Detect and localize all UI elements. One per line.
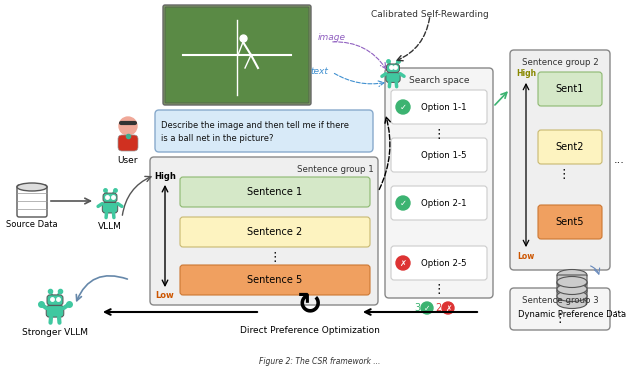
FancyBboxPatch shape [386,73,400,83]
Text: Sentence group 2: Sentence group 2 [522,58,598,67]
Text: Sent2: Sent2 [556,142,584,152]
Text: Sentence group 3: Sentence group 3 [522,296,598,305]
FancyBboxPatch shape [391,186,487,220]
FancyBboxPatch shape [155,110,373,152]
Text: Search space: Search space [409,76,469,85]
Ellipse shape [557,291,587,301]
Text: ...: ... [614,304,625,314]
Text: Sentence 5: Sentence 5 [248,275,303,285]
Text: Source Data: Source Data [6,220,58,229]
Text: ✗: ✗ [399,259,406,267]
Text: ✓: ✓ [424,304,430,312]
Ellipse shape [557,276,587,288]
Text: Sentence 1: Sentence 1 [248,187,303,197]
FancyBboxPatch shape [47,295,63,305]
Text: image: image [318,33,346,42]
Text: High: High [516,69,536,78]
FancyBboxPatch shape [180,217,370,247]
Text: Dynamic Preference Data: Dynamic Preference Data [518,310,626,319]
Text: ✓: ✓ [399,199,406,208]
Circle shape [119,117,137,135]
FancyBboxPatch shape [538,72,602,106]
Text: is a ball net in the picture?: is a ball net in the picture? [161,134,273,143]
FancyBboxPatch shape [538,130,602,164]
FancyBboxPatch shape [557,275,587,303]
FancyBboxPatch shape [180,265,370,295]
FancyBboxPatch shape [391,90,487,124]
Text: VLLM: VLLM [98,222,122,231]
Text: text: text [310,67,328,77]
FancyBboxPatch shape [17,185,47,217]
FancyBboxPatch shape [46,306,64,317]
Text: 2: 2 [436,303,442,313]
FancyBboxPatch shape [387,64,399,73]
Ellipse shape [557,294,587,305]
Text: 3: 3 [414,303,420,313]
FancyBboxPatch shape [118,135,138,151]
Text: ⋮: ⋮ [433,283,445,296]
FancyBboxPatch shape [103,193,117,202]
Circle shape [396,100,410,114]
Text: Figure 2: The CSR framework ...: Figure 2: The CSR framework ... [259,357,381,366]
Text: ...: ... [614,155,625,165]
FancyBboxPatch shape [391,138,487,172]
Text: Option 2-1: Option 2-1 [421,199,467,208]
Text: Describe the image and then tell me if there: Describe the image and then tell me if t… [161,121,349,130]
Circle shape [421,302,433,314]
FancyBboxPatch shape [150,157,378,305]
FancyBboxPatch shape [510,288,610,330]
Text: ⋮: ⋮ [269,250,281,263]
Text: High: High [154,172,176,181]
Ellipse shape [557,269,587,280]
FancyBboxPatch shape [165,7,309,103]
FancyBboxPatch shape [180,177,370,207]
Ellipse shape [557,278,587,289]
Text: ⋮: ⋮ [557,168,570,181]
Text: ⋮: ⋮ [433,128,445,141]
Text: Option 2-5: Option 2-5 [421,259,467,267]
FancyBboxPatch shape [510,50,610,270]
Circle shape [396,256,410,270]
Text: User: User [118,156,138,165]
Text: Low: Low [156,291,174,300]
FancyBboxPatch shape [102,202,118,213]
Circle shape [442,302,454,314]
Ellipse shape [557,298,587,308]
Text: Sent1: Sent1 [556,84,584,94]
Text: ✓: ✓ [399,103,406,112]
FancyBboxPatch shape [538,205,602,239]
Ellipse shape [557,285,587,296]
Text: Sentence 2: Sentence 2 [248,227,303,237]
Text: ✗: ✗ [445,304,451,312]
Text: Stronger VLLM: Stronger VLLM [22,328,88,337]
Text: Option 1-1: Option 1-1 [421,103,467,112]
Text: ↻: ↻ [297,291,323,320]
Text: ⋮: ⋮ [554,312,566,325]
FancyBboxPatch shape [391,246,487,280]
Text: Low: Low [517,252,534,261]
FancyBboxPatch shape [163,5,311,105]
Ellipse shape [17,183,47,191]
FancyBboxPatch shape [385,68,493,298]
Ellipse shape [557,283,587,295]
Text: Calibrated Self-Rewarding: Calibrated Self-Rewarding [371,10,489,19]
Text: Option 1-5: Option 1-5 [421,151,467,160]
Circle shape [396,196,410,210]
Text: Direct Preference Optimization: Direct Preference Optimization [240,326,380,335]
Text: Sent5: Sent5 [556,217,584,227]
Text: Sentence group 1: Sentence group 1 [297,165,374,174]
